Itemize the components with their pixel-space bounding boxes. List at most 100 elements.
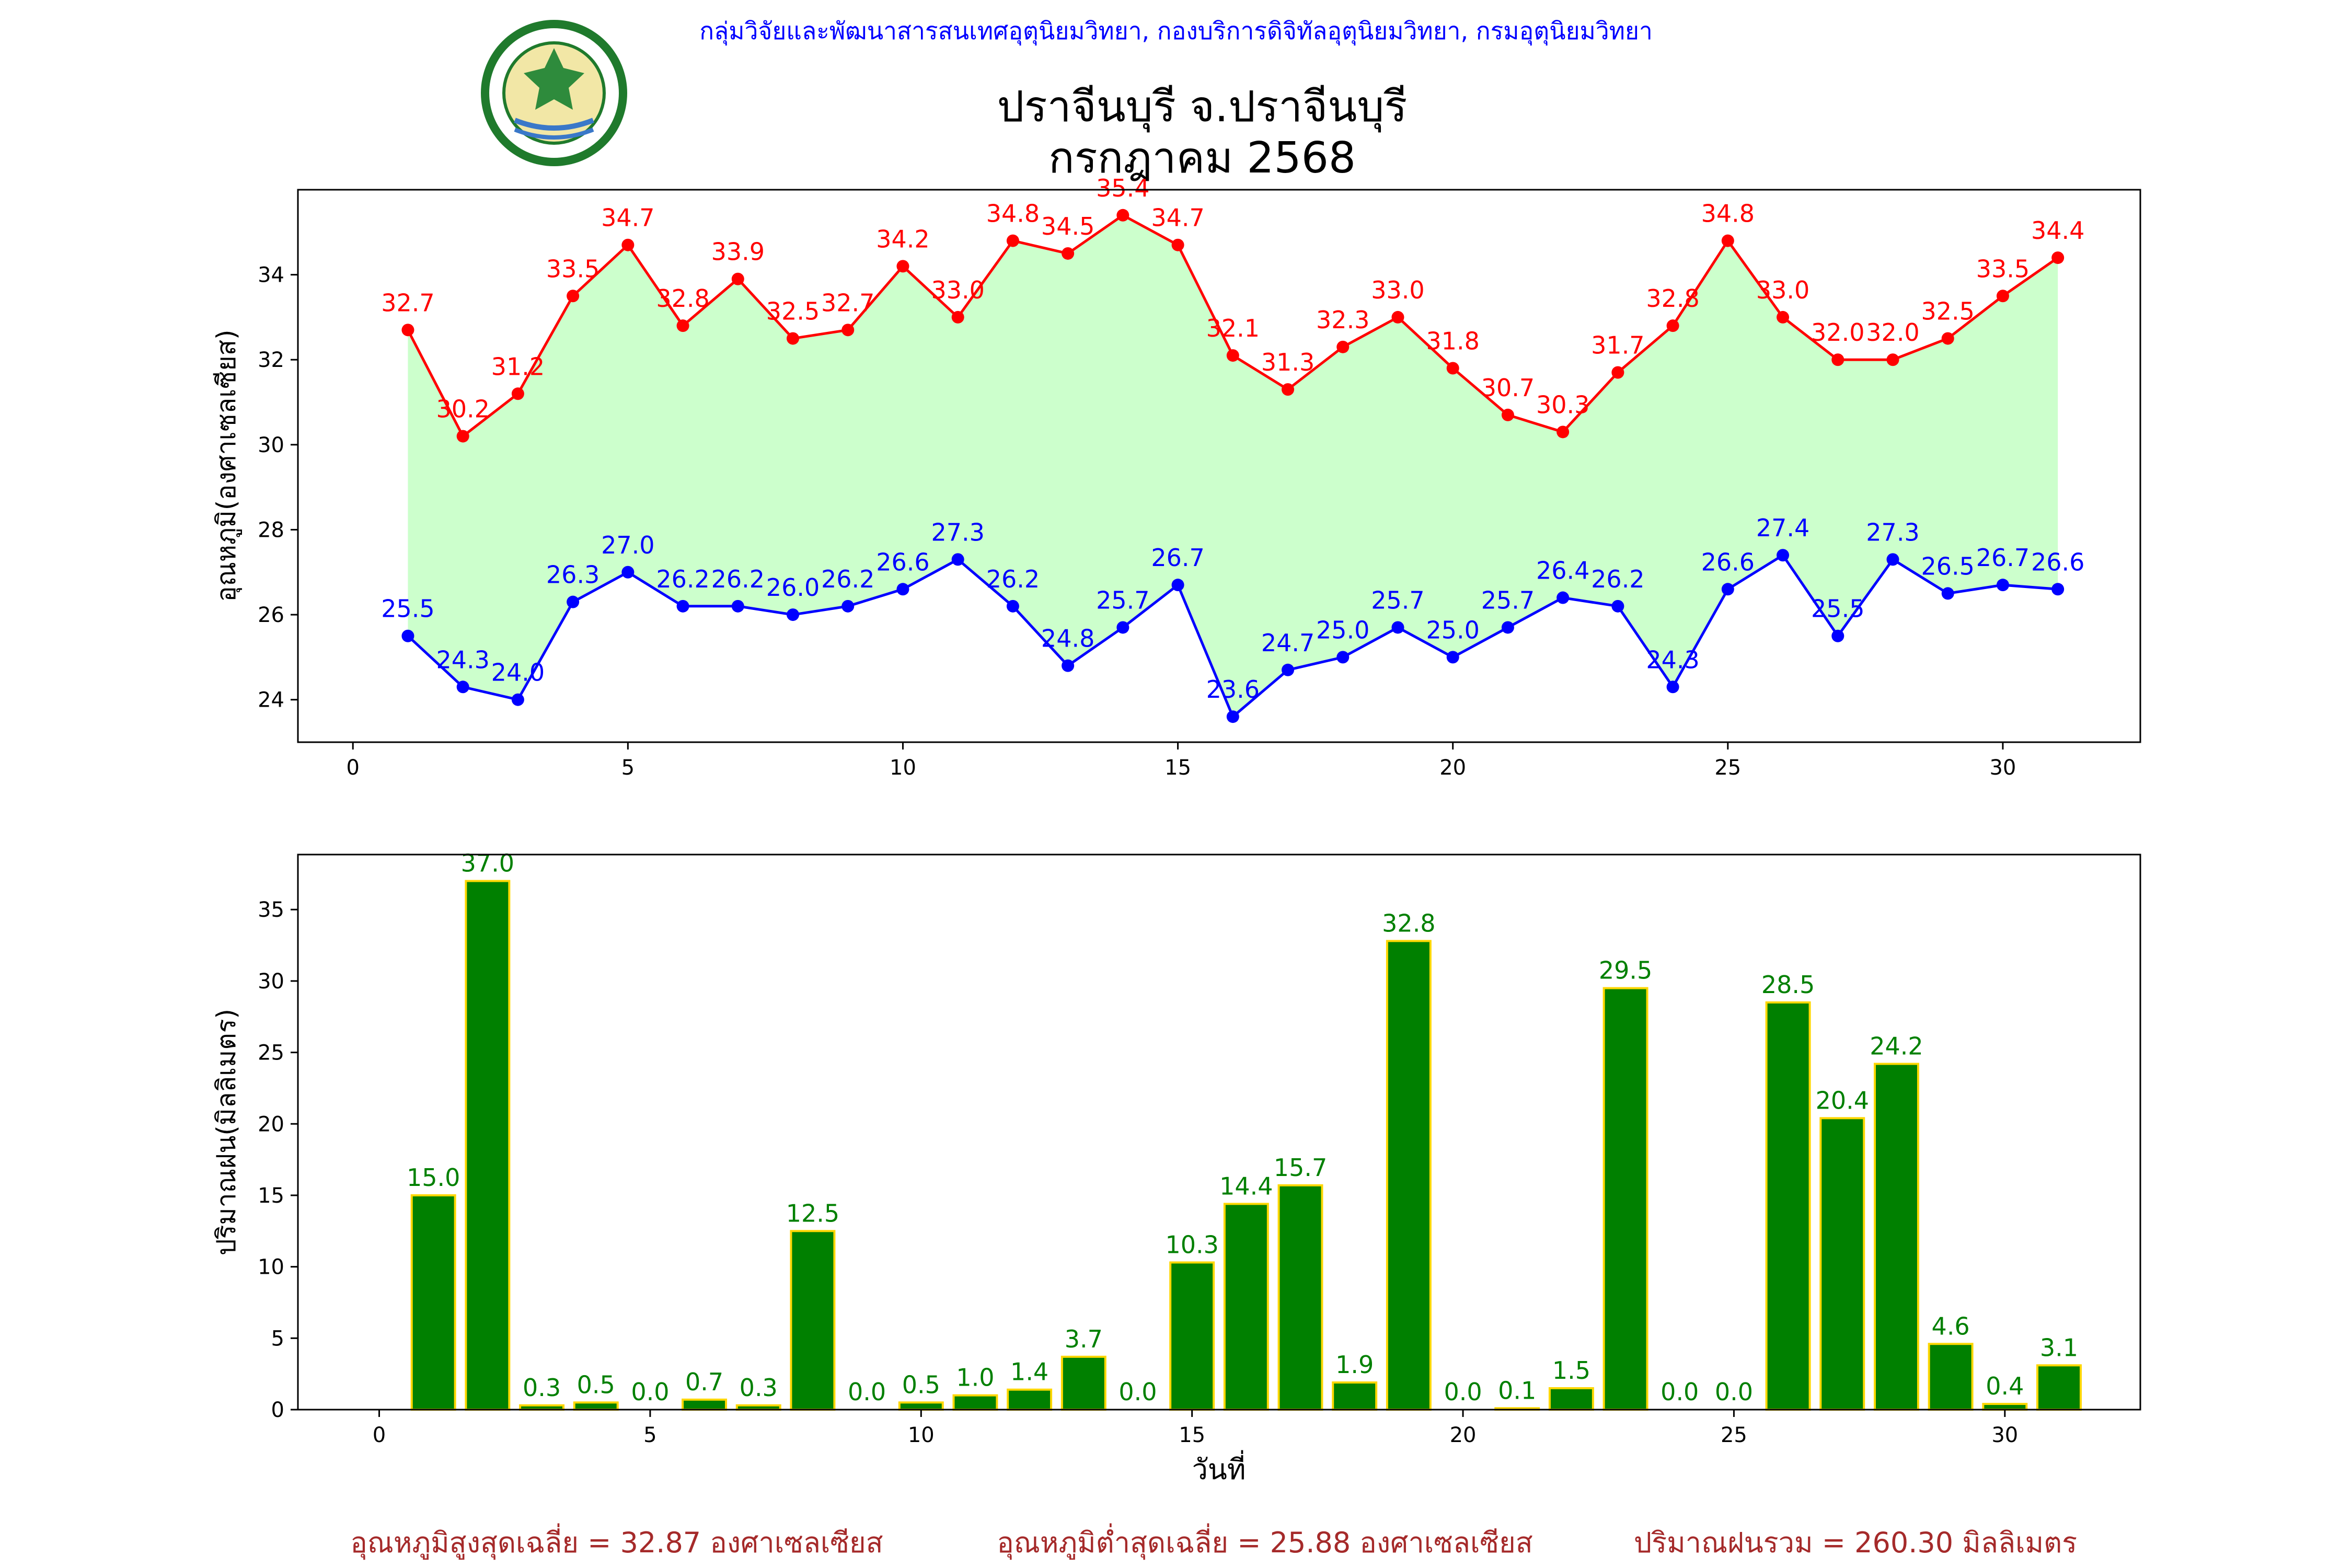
x-tick-label: 10 bbox=[908, 1423, 935, 1447]
max-temperature-point bbox=[1721, 234, 1734, 247]
rainfall-value-label: 0.0 bbox=[1715, 1378, 1753, 1406]
temperature-chart: 32.730.231.233.534.732.833.932.5 32.734.2… bbox=[211, 174, 2141, 780]
max-temperature-value-label: 30.3 bbox=[1536, 390, 1589, 419]
min-temperature-point bbox=[1721, 583, 1734, 596]
rainfall-bar bbox=[410, 1194, 456, 1411]
max-temperature-point bbox=[511, 387, 524, 400]
max-temperature-value-label: 32.3 bbox=[1316, 306, 1369, 334]
min-temperature-value-label: 25.5 bbox=[381, 595, 434, 623]
y-tick-label: 0 bbox=[271, 1398, 284, 1422]
max-temperature-point bbox=[1941, 332, 1954, 345]
min-temperature-point bbox=[1886, 553, 1899, 566]
x-tick-label: 30 bbox=[1991, 1423, 2018, 1447]
y-tick-label: 15 bbox=[258, 1184, 284, 1208]
max-temperature-point bbox=[1116, 209, 1129, 222]
rainfall-bars bbox=[410, 880, 2082, 1411]
min-temperature-value-label: 24.7 bbox=[1261, 629, 1315, 657]
rainfall-bar bbox=[1765, 1001, 1811, 1411]
min-temperature-point bbox=[2051, 583, 2065, 596]
min-temperature-value-label: 24.8 bbox=[1041, 625, 1094, 653]
summary-average-max: อุณหภูมิสูงสุดเฉลี่ย = 32.87 องศาเซลเซีย… bbox=[350, 1523, 883, 1560]
min-temperature-value-label: 26.7 bbox=[1151, 544, 1204, 572]
min-temperature-point bbox=[841, 599, 855, 613]
rainfall-value-label: 0.0 bbox=[631, 1378, 669, 1406]
min-temperature-point bbox=[676, 599, 689, 613]
rainfall-value-label: 1.9 bbox=[1335, 1351, 1374, 1379]
min-temperature-point bbox=[1336, 651, 1350, 664]
rainfall-bar bbox=[898, 1401, 944, 1411]
temperature-plot-frame bbox=[297, 189, 2141, 743]
rainfall-bar bbox=[1169, 1261, 1215, 1411]
min-temperature-value-label: 26.3 bbox=[546, 561, 599, 589]
rainfall-bar bbox=[1332, 1381, 1378, 1411]
min-temperature-point bbox=[401, 629, 414, 642]
rainfall-bar bbox=[1873, 1063, 1919, 1411]
y-tick-label: 26 bbox=[258, 603, 284, 627]
max-temperature-value-label: 33.0 bbox=[931, 276, 984, 304]
max-temperature-value-label: 34.8 bbox=[986, 200, 1040, 228]
y-tick-label: 30 bbox=[258, 433, 284, 457]
rainfall-bar bbox=[952, 1394, 998, 1411]
max-temperature-value-label: 30.2 bbox=[436, 395, 489, 423]
rainfall-bar bbox=[1007, 1388, 1053, 1411]
rainfall-bar bbox=[1223, 1203, 1269, 1411]
max-temperature-value-label: 31.2 bbox=[491, 352, 545, 381]
max-temperature-value-label: 32.5 bbox=[1921, 297, 1975, 326]
min-temperature-point bbox=[787, 608, 800, 621]
rainfall-x-axis-label: วันที่ bbox=[1192, 1450, 1246, 1486]
rainfall-data-labels: 15.0 37.0 0.3 0.5 0.0 0.7 0.3 12.5 0.0 0.5 1.0 1.4 3… bbox=[407, 849, 2078, 1406]
logo-deity-figure bbox=[524, 48, 584, 110]
min-temperature-value-label: 23.6 bbox=[1206, 675, 1260, 704]
y-tick-label: 20 bbox=[258, 1112, 284, 1136]
min-temperature-point bbox=[1062, 659, 1075, 672]
temperature-range-fill bbox=[408, 215, 2058, 717]
max-temperature-value-label: 32.7 bbox=[381, 289, 434, 317]
x-tick-label: 0 bbox=[346, 756, 359, 780]
y-tick-label: 32 bbox=[258, 348, 284, 372]
max-temperature-value-label: 34.7 bbox=[601, 204, 654, 232]
max-temperature-value-label: 31.3 bbox=[1261, 348, 1315, 376]
min-temperature-point bbox=[567, 595, 580, 608]
rainfall-value-label: 28.5 bbox=[1761, 971, 1815, 999]
logo-waves-2 bbox=[514, 128, 594, 140]
rainfall-value-label: 1.0 bbox=[956, 1364, 994, 1392]
meteorological-department-logo bbox=[481, 20, 627, 166]
rainfall-bar bbox=[1982, 1403, 2028, 1411]
y-tick-label: 34 bbox=[258, 263, 284, 287]
rainfall-value-label: 0.0 bbox=[1119, 1378, 1157, 1406]
temperature-data-labels: 32.730.231.233.534.732.833.932.5 32.734.2… bbox=[381, 174, 2084, 704]
min-temperature-value-label: 24.0 bbox=[491, 659, 545, 687]
rainfall-value-label: 29.5 bbox=[1599, 956, 1652, 985]
min-temperature-point bbox=[1226, 710, 1239, 723]
chart-title-line1: ปราจีนบุรี จ.ปราจีนบุรี bbox=[997, 82, 1408, 133]
rainfall-value-label: 15.0 bbox=[407, 1163, 460, 1192]
min-temperature-point bbox=[896, 583, 909, 596]
max-temperature-value-label: 32.0 bbox=[1866, 318, 1919, 347]
min-temperature-value-label: 26.5 bbox=[1921, 552, 1975, 580]
rainfall-value-label: 0.0 bbox=[1444, 1378, 1482, 1406]
min-temperature-point bbox=[1611, 599, 1624, 613]
x-tick-label: 25 bbox=[1721, 1423, 1747, 1447]
min-temperature-point bbox=[1391, 621, 1404, 634]
temperature-x-axis: 0 5 10 15 20 25 30 bbox=[346, 742, 2016, 780]
min-temperature-point bbox=[951, 553, 964, 566]
min-temperature-point bbox=[1006, 599, 1019, 613]
min-temperature-point bbox=[456, 681, 469, 694]
rainfall-bar bbox=[1548, 1387, 1594, 1411]
rainfall-value-label: 0.0 bbox=[848, 1378, 886, 1406]
rainfall-value-label: 3.7 bbox=[1065, 1325, 1103, 1353]
min-temperature-point bbox=[511, 693, 524, 706]
max-temperature-point bbox=[1062, 247, 1075, 260]
rainfall-value-label: 4.6 bbox=[1932, 1312, 1970, 1340]
max-temperature-point bbox=[841, 324, 855, 337]
max-temperature-value-label: 33.0 bbox=[1756, 276, 1809, 304]
max-temperature-point bbox=[1501, 408, 1514, 421]
max-temperature-value-label: 34.4 bbox=[2031, 216, 2084, 245]
rainfall-bar bbox=[573, 1401, 619, 1411]
rainfall-value-label: 20.4 bbox=[1816, 1086, 1869, 1114]
min-temperature-point bbox=[1941, 587, 1954, 600]
max-temperature-value-label: 34.7 bbox=[1151, 204, 1204, 232]
y-tick-label: 25 bbox=[258, 1041, 284, 1065]
max-temperature-point bbox=[676, 319, 689, 332]
